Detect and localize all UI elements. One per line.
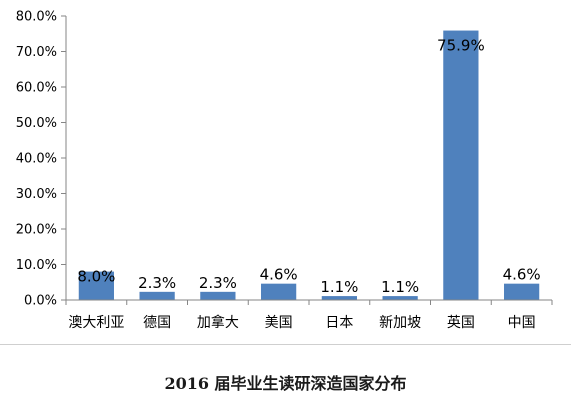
data-label: 1.1% — [381, 278, 419, 296]
data-label: 1.1% — [320, 278, 358, 296]
caption-divider — [0, 344, 571, 345]
data-label: 2.3% — [199, 274, 237, 292]
bar — [200, 291, 236, 300]
x-tick-label: 英国 — [447, 314, 475, 331]
data-label: 75.9% — [437, 37, 485, 55]
bar — [504, 283, 540, 300]
x-tick-label: 德国 — [143, 315, 171, 331]
chart-title: 2016 届毕业生读研深造国家分布 — [164, 374, 407, 393]
x-tick-label: 新加坡 — [379, 315, 421, 331]
data-label: 4.6% — [503, 266, 541, 284]
y-tick-label: 30.0% — [16, 187, 57, 202]
bar — [78, 271, 114, 300]
y-tick-label: 10.0% — [16, 258, 57, 273]
data-label: 2.3% — [138, 274, 176, 292]
x-tick-label: 日本 — [325, 315, 353, 331]
bar — [382, 296, 418, 300]
bars: 8.0% 2.3% 2.3% 4.6% 1.1% 1.1% 75.9% 4.6% — [77, 30, 541, 301]
data-label: 8.0% — [77, 268, 115, 286]
data-label: 4.6% — [260, 266, 298, 284]
x-tick-label: 澳大利亚 — [68, 315, 124, 331]
x-axis: 澳大利亚 德国 加拿大 美国 日本 新加坡 英国 中国 — [65, 299, 553, 331]
y-tick-label: 0.0% — [24, 294, 57, 309]
y-tick-label: 70.0% — [16, 45, 57, 60]
bar-chart: 0.0% 10.0% 20.0% 30.0% 40.0% 50.0% 60.0% 70.0% 8… — [16, 10, 553, 331]
y-tick-label: 40.0% — [16, 152, 57, 167]
bar — [261, 283, 297, 300]
y-axis: 0.0% 10.0% 20.0% 30.0% 40.0% 50.0% 60.0% 70.0% 8… — [16, 10, 67, 309]
bar — [139, 291, 175, 300]
x-tick-label: 中国 — [508, 315, 536, 331]
y-tick-label: 60.0% — [16, 81, 57, 96]
x-tick-label: 加拿大 — [197, 314, 239, 331]
y-tick-label: 50.0% — [16, 116, 57, 131]
y-tick-label: 80.0% — [16, 10, 57, 25]
bar — [443, 30, 479, 301]
bar — [321, 296, 357, 300]
y-tick-label: 20.0% — [16, 223, 57, 238]
x-tick-label: 美国 — [265, 315, 293, 331]
